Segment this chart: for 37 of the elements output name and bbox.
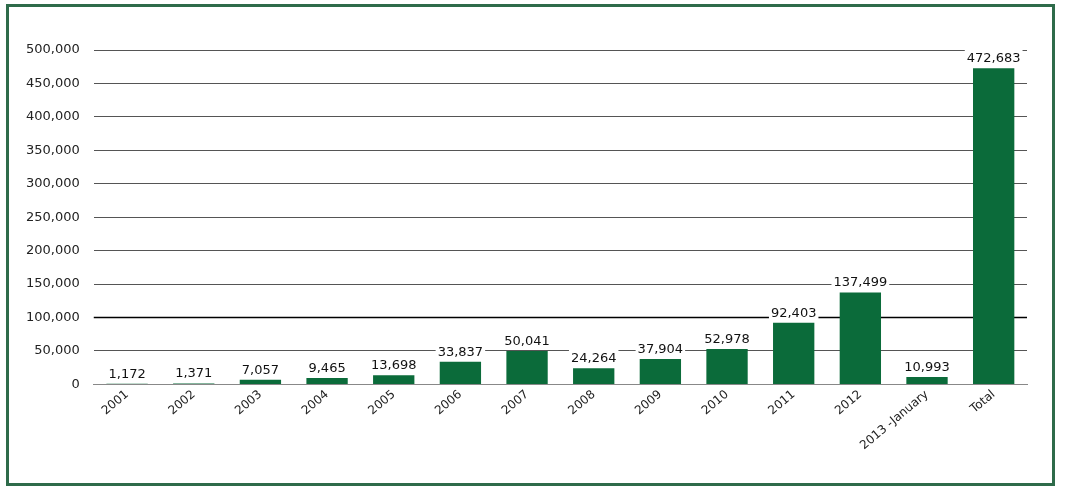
y-tick-label: 350,000 — [25, 141, 80, 157]
bar — [239, 379, 282, 384]
bar — [839, 292, 882, 384]
data-label: 37,904 — [637, 340, 684, 356]
y-tick-label: 50,000 — [34, 342, 80, 358]
data-label: 33,837 — [437, 343, 484, 359]
y-tick-label: 450,000 — [25, 74, 80, 90]
y-tick-label: 250,000 — [25, 208, 80, 224]
data-label: 10,993 — [904, 358, 950, 374]
data-label: 472,683 — [966, 50, 1021, 66]
data-label: 50,041 — [504, 332, 550, 348]
bar — [773, 322, 815, 384]
data-label: 1,172 — [108, 365, 146, 381]
bar — [706, 349, 748, 384]
data-label: 92,403 — [770, 304, 817, 320]
bar — [506, 350, 548, 384]
data-label: 52,978 — [704, 330, 750, 346]
bar — [973, 68, 1015, 384]
y-tick-label: 150,000 — [25, 275, 80, 291]
bar — [373, 375, 415, 384]
data-label: 13,698 — [370, 357, 417, 373]
data-label: 137,499 — [833, 274, 888, 290]
y-tick-label: 400,000 — [25, 108, 80, 124]
data-label: 9,465 — [308, 359, 346, 375]
y-tick-label: 100,000 — [25, 308, 80, 324]
bar — [439, 361, 482, 384]
data-label: 1,371 — [175, 365, 213, 381]
y-tick-label: 500,000 — [25, 41, 80, 57]
data-label: 24,264 — [570, 350, 617, 366]
y-tick-label: 0 — [71, 375, 80, 391]
y-tick-label: 300,000 — [25, 175, 80, 191]
bar — [906, 377, 948, 384]
y-tick-label: 200,000 — [25, 242, 80, 258]
data-label: 7,057 — [241, 361, 280, 377]
bar — [639, 359, 682, 384]
bar — [573, 368, 615, 384]
bar — [306, 378, 348, 384]
